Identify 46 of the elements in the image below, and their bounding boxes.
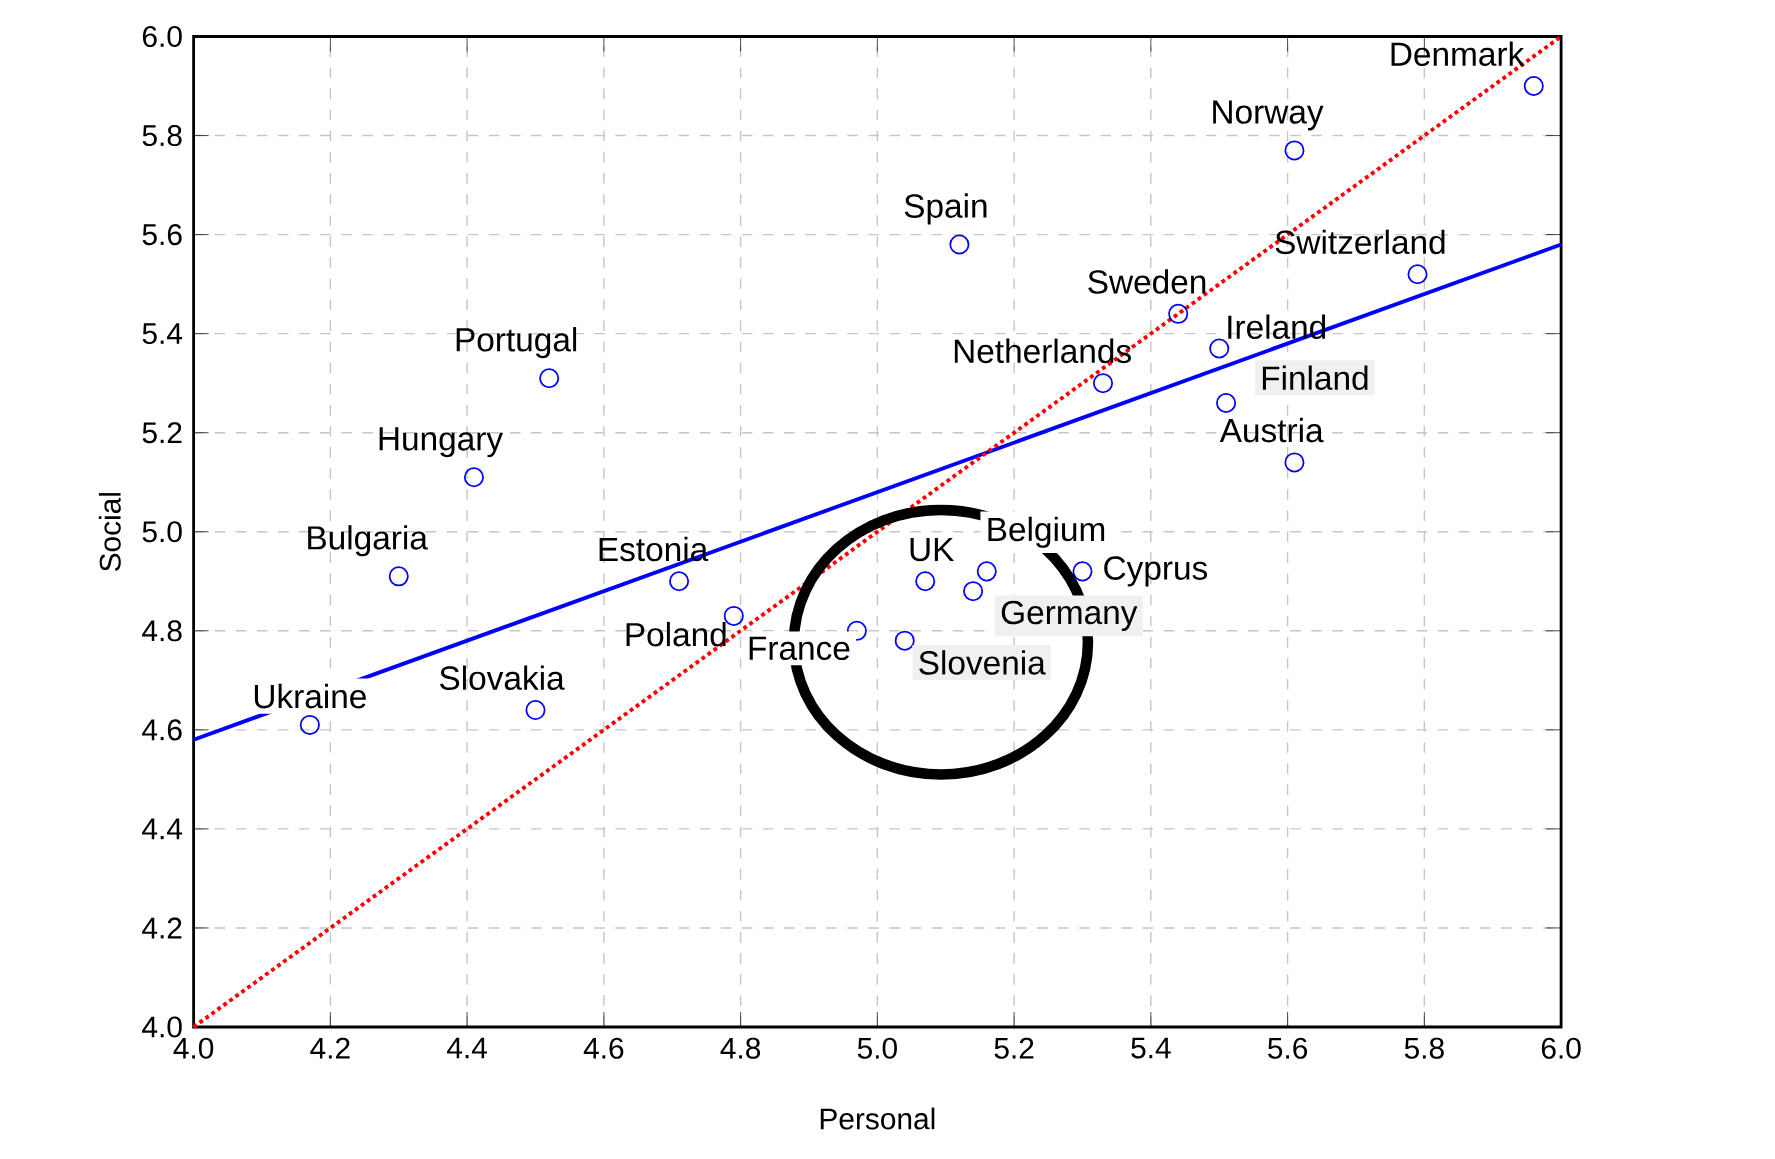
annotation: Norway [1213, 100, 1324, 131]
annotation: Bulgaria [308, 525, 428, 557]
y-tick-label: 4.0 [142, 1016, 182, 1038]
x-tick-label: 4.0 [173, 1037, 214, 1059]
y-tick-label: 6.0 [142, 25, 182, 48]
annotation: Belgium [988, 516, 1105, 548]
y-tick-label: 4.4 [142, 818, 183, 840]
y-tick-label: 5.6 [142, 224, 182, 246]
y-tick-label: 5.2 [142, 422, 182, 444]
x-tick-label: 4.4 [447, 1037, 488, 1059]
y-tick-label: 4.8 [142, 620, 182, 642]
x-tick-label: 5.6 [1268, 1037, 1308, 1059]
x-tick-label: 5.4 [1131, 1037, 1171, 1059]
y-tick-label: 5.4 [142, 323, 183, 345]
annotation: Germany [1001, 600, 1138, 631]
x-tick-label: 5.8 [1404, 1037, 1444, 1059]
annotation: Hungary [379, 427, 504, 458]
y-tick-label: 4.2 [142, 917, 182, 939]
y-tick-label: 4.6 [142, 719, 182, 741]
x-tick-label: 5.0 [857, 1037, 897, 1059]
annotation: Sweden [1088, 269, 1206, 294]
y-axis-title: Social [98, 493, 121, 572]
x-tick-label: 6.0 [1541, 1037, 1581, 1059]
annotation: Denmark [1391, 41, 1525, 66]
annotation: Slovakia [440, 665, 565, 691]
x-tick-label: 5.2 [994, 1037, 1034, 1059]
annotation: Estonia [599, 536, 709, 562]
annotation: Cyprus [1104, 556, 1208, 587]
annotation: Ukraine [254, 683, 366, 709]
annotation: Portugal [456, 327, 577, 359]
annotation: Poland [626, 621, 726, 647]
annotation: Ireland [1228, 314, 1326, 340]
x-tick-label: 4.2 [310, 1037, 350, 1059]
y-tick-label: 5.0 [142, 521, 182, 543]
x-tick-label: 4.8 [720, 1037, 761, 1059]
annotation: Finland [1262, 365, 1368, 390]
annotation: Netherlands [954, 338, 1131, 364]
annotation: Slovenia [919, 650, 1046, 675]
annotation: Spain [904, 193, 987, 225]
annotation: Switzerland [1275, 229, 1445, 255]
y-tick-label: 5.8 [142, 125, 182, 147]
annotation: France [749, 636, 850, 661]
x-tick-label: 4.6 [583, 1037, 624, 1059]
x-axis-title: Personal [820, 1107, 935, 1130]
annotation: UK [910, 537, 954, 562]
annotation: Austria [1219, 417, 1324, 443]
